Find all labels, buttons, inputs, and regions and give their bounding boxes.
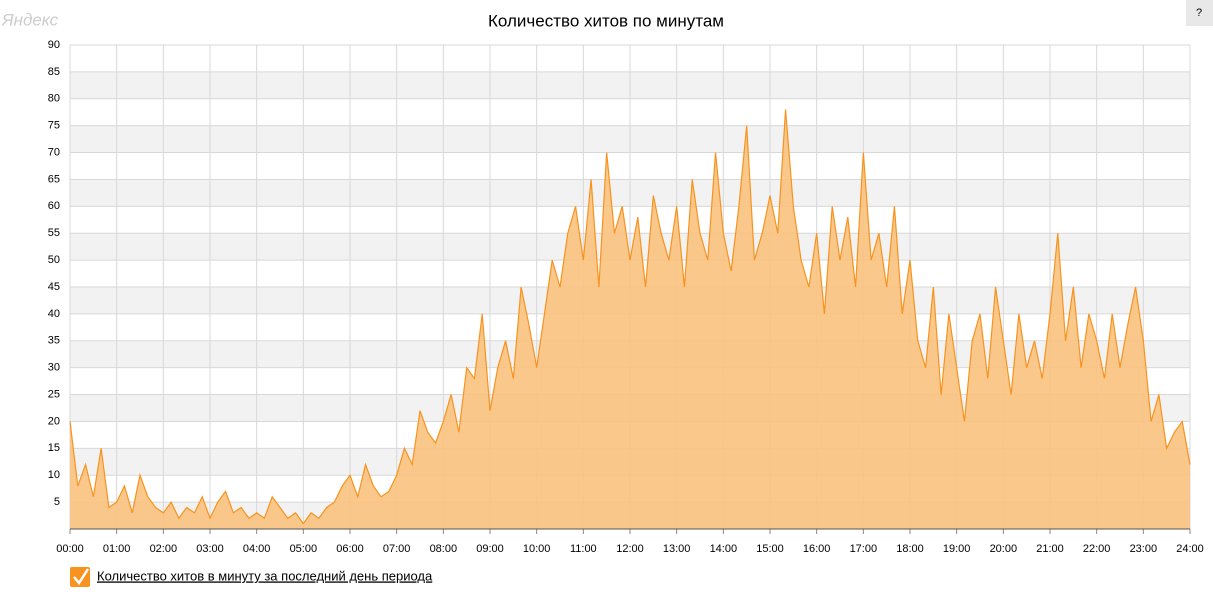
brand-logo: Яндекс xyxy=(1,10,59,29)
x-tick-label: 14:00 xyxy=(710,543,738,555)
y-tick-label: 20 xyxy=(48,415,60,427)
x-tick-label: 00:00 xyxy=(56,543,84,555)
y-tick-label: 65 xyxy=(48,173,60,185)
y-tick-label: 50 xyxy=(48,254,60,266)
x-tick-label: 02:00 xyxy=(150,543,178,555)
y-tick-label: 70 xyxy=(48,146,60,158)
y-tick-label: 75 xyxy=(48,120,60,132)
y-tick-label: 85 xyxy=(48,66,60,78)
legend-label[interactable]: Количество хитов в минуту за последний д… xyxy=(97,568,433,583)
y-tick-label: 5 xyxy=(54,496,60,508)
x-tick-label: 08:00 xyxy=(430,543,458,555)
y-tick-label: 90 xyxy=(48,39,60,51)
x-tick-label: 15:00 xyxy=(756,543,784,555)
x-tick-label: 12:00 xyxy=(616,543,644,555)
line xyxy=(69,109,1191,525)
x-tick-label: 19:00 xyxy=(943,543,971,555)
x-tick-label: 10:00 xyxy=(523,543,551,555)
y-tick-label: 25 xyxy=(48,388,60,400)
legend-check xyxy=(73,568,90,586)
x-tick-label: 11:00 xyxy=(570,543,597,555)
help-label[interactable]: ? xyxy=(1196,7,1202,19)
x-tick-label: 06:00 xyxy=(336,543,364,555)
x-tick-label: 04:00 xyxy=(243,543,271,555)
y-tick-label: 40 xyxy=(48,308,60,320)
y-tick-label: 30 xyxy=(48,362,60,374)
x-tick-label: 23:00 xyxy=(1130,543,1158,555)
y-tick-label: 35 xyxy=(48,335,60,347)
x-tick-label: 20:00 xyxy=(990,543,1018,555)
y-tick-label: 45 xyxy=(48,281,60,293)
x-tick-label: 01:00 xyxy=(103,543,131,555)
chart-title: Количество хитов по минутам xyxy=(488,11,724,30)
x-tick-label: 03:00 xyxy=(196,543,224,555)
y-tick-label: 60 xyxy=(48,200,60,212)
y-tick-label: 15 xyxy=(48,442,60,454)
x-tick-label: 16:00 xyxy=(803,543,831,555)
y-tick-label: 55 xyxy=(48,227,60,239)
x-tick-label: 22:00 xyxy=(1083,543,1111,555)
x-tick-label: 13:00 xyxy=(663,543,691,555)
y-tick-label: 80 xyxy=(48,93,60,105)
x-tick-label: 18:00 xyxy=(896,543,924,555)
x-tick-label: 17:00 xyxy=(850,543,878,555)
x-tick-label: 21:00 xyxy=(1036,543,1064,555)
y-tick-label: 10 xyxy=(48,469,60,481)
x-tick-label: 24:00 xyxy=(1176,543,1204,555)
x-tick-label: 05:00 xyxy=(290,543,318,555)
help-button[interactable] xyxy=(1186,0,1213,26)
x-tick-label: 07:00 xyxy=(383,543,411,555)
area xyxy=(70,109,1190,530)
x-tick-label: 09:00 xyxy=(476,543,504,555)
